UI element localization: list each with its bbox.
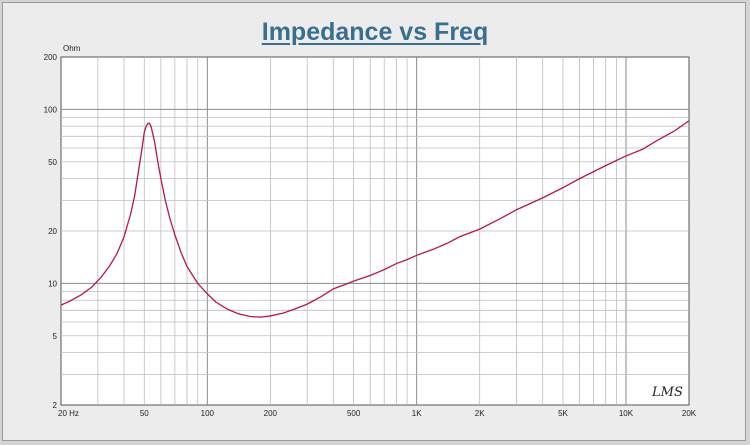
x-tick-label: 20 Hz	[58, 409, 79, 418]
lms-signature: LMS	[651, 385, 683, 400]
x-tick-label: 500	[347, 409, 361, 418]
x-tick-label: 50	[140, 409, 149, 418]
y-tick-label: 20	[48, 227, 57, 236]
x-tick-label: 1K	[412, 409, 422, 418]
y-tick-label: 200	[44, 53, 58, 62]
x-tick-label: 10K	[619, 409, 634, 418]
chart-title: Impedance vs Freq	[261, 18, 489, 46]
x-tick-labels: 20 Hz 50 100 200 500 1K 2K 5K 10K 20K	[58, 409, 697, 418]
x-tick-label: 200	[264, 409, 278, 418]
x-tick-label: 20K	[682, 409, 697, 418]
y-unit-label: Ohm	[63, 44, 81, 53]
y-tick-label: 100	[44, 105, 58, 114]
impedance-curve	[60, 120, 690, 318]
y-tick-label: 2	[53, 401, 58, 410]
y-tick-labels: 2 5 10 20 50 100 200	[44, 53, 58, 410]
x-tick-label: 100	[201, 409, 215, 418]
x-tick-label: 2K	[475, 409, 485, 418]
y-tick-label: 10	[48, 279, 57, 288]
y-tick-label: 50	[48, 158, 57, 167]
grid-lines	[61, 57, 689, 405]
y-tick-label: 5	[53, 332, 58, 341]
x-tick-label: 5K	[558, 409, 568, 418]
